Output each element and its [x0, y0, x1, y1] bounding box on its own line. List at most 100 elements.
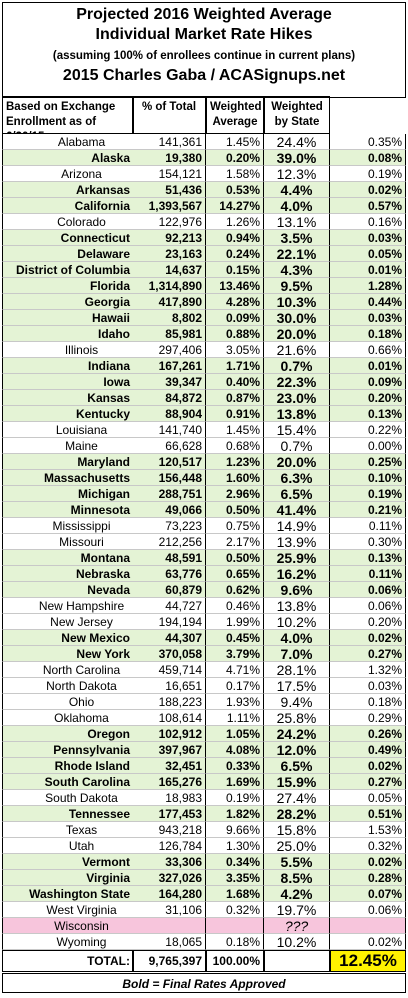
data-cell: 0.65%: [206, 566, 264, 582]
state-name: New Jersey: [2, 614, 134, 630]
data-cell: 0.57%: [330, 198, 406, 214]
state-name: New York: [2, 646, 134, 662]
data-cell: 27.4%: [264, 790, 330, 806]
state-name: Washington State: [2, 886, 134, 902]
state-name: Delaware: [2, 246, 134, 262]
state-name: South Dakota: [2, 790, 134, 806]
data-cell: 126,784: [132, 838, 206, 854]
data-cell: 23,163: [132, 246, 206, 262]
data-cell: 0.21%: [330, 502, 406, 518]
header-box: [2, 2, 406, 98]
data-cell: 20.0%: [264, 454, 330, 470]
data-cell: 0.32%: [330, 838, 406, 854]
data-cell: 85,981: [132, 326, 206, 342]
data-cell: 4.0%: [264, 198, 330, 214]
state-name: Alabama: [2, 134, 134, 150]
state-name: Arkansas: [2, 182, 134, 198]
state-name: Kentucky: [2, 406, 134, 422]
data-cell: 18,065: [132, 934, 206, 950]
data-cell: 0.01%: [330, 358, 406, 374]
data-cell: 66,628: [132, 438, 206, 454]
data-cell: 0.05%: [330, 246, 406, 262]
data-cell: 19.7%: [264, 902, 330, 918]
data-cell: 0.66%: [330, 342, 406, 358]
data-cell: 0.44%: [330, 294, 406, 310]
data-cell: 0.05%: [330, 790, 406, 806]
data-cell: 14.27%: [206, 198, 264, 214]
data-cell: 0.08%: [330, 150, 406, 166]
column-header: Based on Exchange Enrollment as of 6/30/…: [2, 96, 134, 134]
data-cell: 297,406: [132, 342, 206, 358]
total-cell: 100.00%: [206, 950, 264, 972]
data-cell: 0.26%: [330, 726, 406, 742]
state-name: North Carolina: [2, 662, 134, 678]
data-cell: 194,194: [132, 614, 206, 630]
data-cell: 141,361: [132, 134, 206, 150]
data-cell: 9.6%: [264, 582, 330, 598]
state-name: Tennessee: [2, 806, 134, 822]
data-cell: 39.0%: [264, 150, 330, 166]
data-cell: 88,904: [132, 406, 206, 422]
data-cell: 14,637: [132, 262, 206, 278]
data-cell: 156,448: [132, 470, 206, 486]
state-name: Mississippi: [2, 518, 134, 534]
data-cell: 2.17%: [206, 534, 264, 550]
data-cell: 120,517: [132, 454, 206, 470]
data-cell: 9.66%: [206, 822, 264, 838]
data-cell: 12.3%: [264, 166, 330, 182]
column-header: % of Total: [132, 96, 206, 134]
data-cell: 1.71%: [206, 358, 264, 374]
data-cell: 22.1%: [264, 246, 330, 262]
state-name: District of Columbia: [2, 262, 134, 278]
data-cell: 28.1%: [264, 662, 330, 678]
data-cell: 0.09%: [206, 310, 264, 326]
data-cell: 24.2%: [264, 726, 330, 742]
state-name: Vermont: [2, 854, 134, 870]
data-cell: 7.0%: [264, 646, 330, 662]
data-cell: 0.50%: [206, 550, 264, 566]
state-name: Arizona: [2, 166, 134, 182]
data-cell: 1.58%: [206, 166, 264, 182]
data-cell: 0.02%: [330, 758, 406, 774]
data-cell: 51,436: [132, 182, 206, 198]
data-cell: 32,451: [132, 758, 206, 774]
data-cell: 0.10%: [330, 470, 406, 486]
total-cell: [264, 950, 330, 972]
state-name: Idaho: [2, 326, 134, 342]
data-cell: 0.20%: [330, 614, 406, 630]
data-cell: 0.20%: [330, 390, 406, 406]
data-cell: 1.32%: [330, 662, 406, 678]
data-cell: 92,213: [132, 230, 206, 246]
data-cell: 0.07%: [330, 886, 406, 902]
data-cell: 1.23%: [206, 454, 264, 470]
data-cell: 0.33%: [206, 758, 264, 774]
column-header: Weighted by State: [264, 96, 330, 134]
state-name: Maine: [2, 438, 134, 454]
state-name: Wyoming: [2, 934, 134, 950]
state-name: Montana: [2, 550, 134, 566]
data-cell: 0.87%: [206, 390, 264, 406]
data-cell: 4.0%: [264, 630, 330, 646]
total-cell: 9,765,397: [132, 950, 206, 972]
data-cell: 1.26%: [206, 214, 264, 230]
data-cell: 167,261: [132, 358, 206, 374]
state-name: Missouri: [2, 534, 134, 550]
data-cell: 12.0%: [264, 742, 330, 758]
data-cell: 84,872: [132, 390, 206, 406]
state-name: Massachusetts: [2, 470, 134, 486]
data-cell: 3.79%: [206, 646, 264, 662]
data-cell: 10.3%: [264, 294, 330, 310]
title-line: Individual Market Rate Hikes: [95, 26, 313, 43]
data-cell: 0.53%: [206, 182, 264, 198]
subtitle: (assuming 100% of enrollees continue in …: [52, 50, 356, 62]
data-cell: 4.08%: [206, 742, 264, 758]
data-cell: 164,280: [132, 886, 206, 902]
data-cell: [206, 918, 264, 934]
state-name: Illinois: [2, 342, 134, 358]
data-cell: 0.00%: [330, 438, 406, 454]
state-name: Indiana: [2, 358, 134, 374]
data-cell: 49,066: [132, 502, 206, 518]
state-name: Connecticut: [2, 230, 134, 246]
data-cell: 943,218: [132, 822, 206, 838]
